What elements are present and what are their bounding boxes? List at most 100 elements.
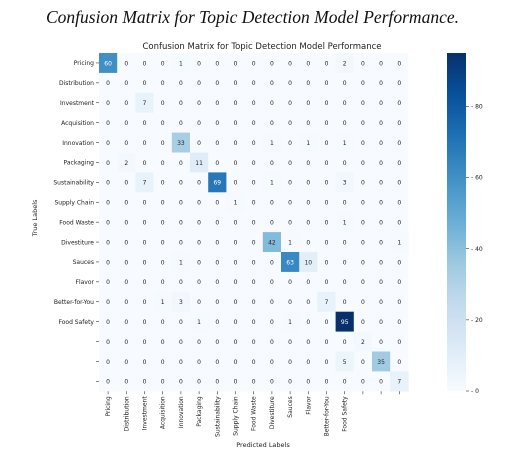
cell-value-label: 0	[306, 200, 310, 207]
cell-value-label: 0	[306, 339, 310, 346]
cell-value-label: 0	[306, 80, 310, 87]
heatmap-cell	[299, 371, 318, 392]
heatmap-cell	[281, 252, 300, 273]
cell-value-label: 0	[124, 319, 128, 326]
cell-value-label: 0	[397, 160, 401, 167]
heatmap-cell	[353, 371, 373, 392]
cell-value-label: 0	[215, 80, 219, 87]
heatmap-cell	[153, 192, 173, 213]
cell-value-label: 0	[379, 200, 383, 207]
heatmap-cell	[244, 371, 264, 392]
cell-value-label: 0	[270, 379, 274, 386]
heatmap-cell	[171, 271, 191, 293]
cell-value-label: 63	[286, 259, 294, 266]
cell-value-label: 0	[215, 279, 219, 286]
cell-value-label: 0	[234, 339, 238, 346]
cell-value-label: 0	[179, 339, 183, 346]
cell-value-label: 0	[325, 219, 329, 226]
cell-value-label: 0	[234, 60, 238, 67]
heatmap-cell	[317, 132, 336, 153]
heatmap-cell	[190, 351, 209, 372]
cell-value-label: 2	[124, 160, 128, 167]
heatmap-cell	[317, 331, 336, 352]
cell-value-label: 0	[197, 60, 201, 67]
heatmap-cell	[390, 271, 409, 293]
cell-value-label: 0	[143, 299, 147, 306]
heatmap-cell	[299, 351, 318, 372]
cell-value-label: 0	[161, 60, 165, 67]
y-tick-label: Packaging	[64, 160, 95, 167]
cell-value-label: 0	[361, 379, 365, 386]
heatmap-cell	[262, 291, 282, 312]
heatmap-cell	[299, 132, 318, 153]
cell-value-label: 0	[379, 120, 383, 127]
heatmap-cell	[190, 232, 209, 253]
cell-value-label: 0	[397, 60, 401, 67]
cell-value-label: 0	[325, 259, 329, 266]
heatmap-cell	[335, 72, 355, 94]
heatmap-cell	[281, 311, 300, 332]
cell-value-label: 0	[325, 379, 329, 386]
heatmap-cell	[244, 72, 264, 94]
heatmap-cell	[281, 92, 300, 113]
cell-value-label: 7	[143, 180, 147, 187]
cell-value-label: 0	[106, 140, 110, 147]
cell-value-label: 0	[106, 80, 110, 87]
cell-value-label: 0	[234, 120, 238, 127]
heatmap-cell	[335, 112, 355, 133]
heatmap-cell	[372, 172, 391, 193]
heatmap-cell	[262, 53, 282, 74]
heatmap-cell	[353, 72, 373, 94]
heatmap-cell	[190, 72, 209, 94]
heatmap-cell	[190, 192, 209, 213]
cell-value-label: 0	[124, 299, 128, 306]
heatmap-cell	[244, 252, 264, 273]
colorbar-tick-label: - 60	[471, 175, 483, 182]
x-tick-label: Distribution	[123, 396, 130, 431]
heatmap-cell	[208, 212, 227, 233]
cell-value-label: 0	[234, 180, 238, 187]
cell-value-label: 0	[288, 379, 292, 386]
heatmap-cell	[299, 72, 318, 94]
cell-value-label: 0	[215, 100, 219, 107]
cell-value-label: 0	[361, 140, 365, 147]
cell-value-label: 0	[343, 80, 347, 87]
cell-value-label: 0	[215, 239, 219, 246]
heatmap-cell	[99, 331, 118, 352]
heatmap-cell	[353, 53, 373, 74]
cell-value-label: 1	[270, 140, 274, 147]
heatmap-cell	[135, 212, 154, 233]
cell-value-label: 0	[270, 219, 274, 226]
cell-value-label: 0	[106, 160, 110, 167]
heatmap-cell	[335, 192, 355, 213]
cell-value-label: 0	[161, 239, 165, 246]
heatmap-cell	[99, 72, 118, 94]
heatmap-cell	[262, 112, 282, 133]
heatmap-cell	[372, 72, 391, 94]
heatmap-cell	[390, 72, 409, 94]
cell-value-label: 0	[234, 100, 238, 107]
heatmap-cell	[390, 252, 409, 273]
heatmap-cell	[299, 271, 318, 293]
cell-value-label: 0	[252, 80, 256, 87]
heatmap-cell	[135, 271, 154, 293]
cell-value-label: 2	[343, 60, 347, 67]
heatmap-cell	[390, 92, 409, 113]
cell-value-label: 0	[288, 279, 292, 286]
cell-value-label: 0	[143, 160, 147, 167]
heatmap-cell	[262, 351, 282, 372]
heatmap-cell	[190, 311, 209, 332]
y-tick-label: Supply Chain	[55, 199, 95, 206]
x-tick-label: Acquisition	[160, 396, 167, 429]
cell-value-label: 0	[124, 120, 128, 127]
heatmap-cell	[281, 331, 300, 352]
heatmap-cell	[153, 252, 173, 273]
heatmap-cell	[335, 92, 355, 113]
cell-value-label: 0	[124, 359, 128, 366]
heatmap-cell	[335, 53, 355, 74]
cell-value-label: 0	[197, 279, 201, 286]
y-axis: Pricing Distribution Investment Acquisition…	[53, 60, 99, 382]
heatmap-cell	[208, 172, 227, 193]
heatmap-cell	[135, 232, 154, 253]
heatmap-cell	[153, 72, 173, 94]
